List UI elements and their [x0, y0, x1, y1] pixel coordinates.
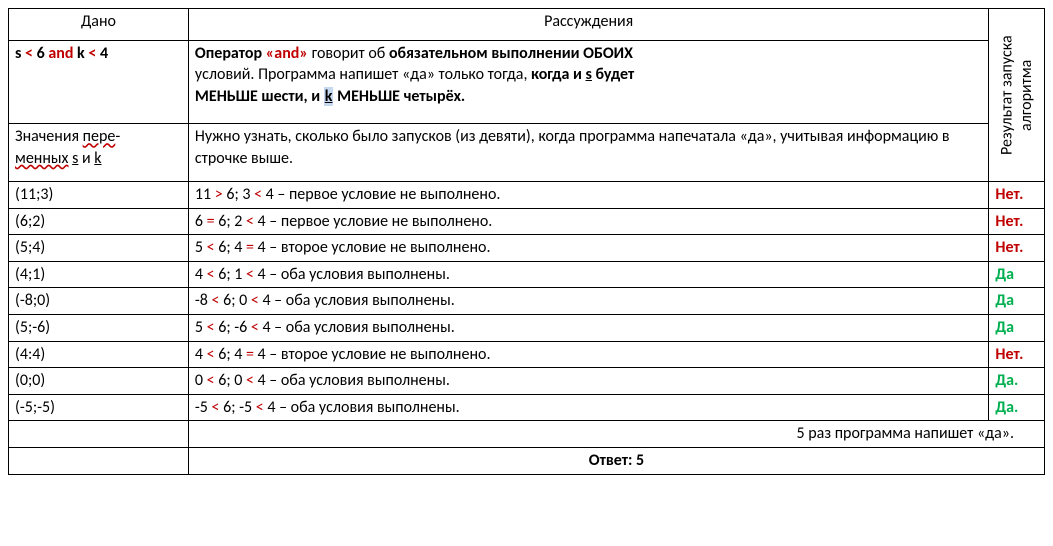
header-result: Результат запуска алгоритма — [989, 9, 1045, 182]
header-reasoning: Рассуждения — [188, 9, 988, 41]
result-cell: Да — [989, 314, 1045, 341]
variables-row: Значения пере- менных s и k Нужно узнать… — [9, 124, 1045, 182]
e1p3: обязательном выполнении ОБОИХ — [389, 44, 633, 63]
e1p5: . Программа напишет «да» только тогда, — [250, 65, 531, 84]
cond-and: and — [48, 44, 73, 63]
pair-cell: (5;4) — [9, 235, 189, 262]
cond-six: 6 — [37, 44, 45, 63]
vlk: k — [94, 149, 101, 168]
summary-text: 5 раз программа напишет «да». — [188, 421, 1044, 448]
e1p7: будет — [592, 65, 634, 84]
reason-cell: -5 < 6; -5 < 4 – оба условия выполнены. — [188, 394, 988, 421]
reason-cell: 6 = 6; 2 < 4 – первое условие не выполне… — [188, 208, 988, 235]
cond-lt2: < — [88, 44, 96, 63]
table-row: (4:4) 4 < 6; 4 = 4 – второе условие не в… — [9, 341, 1045, 368]
e1and: «and» — [266, 44, 308, 63]
pair-cell: (6;2) — [9, 208, 189, 235]
table-row: (-8;0) -8 < 6; 0 < 4 – оба условия выпол… — [9, 288, 1045, 315]
vl1: Значения — [15, 127, 83, 146]
result-cell: Нет. — [989, 182, 1045, 209]
variables-label: Значения пере- менных s и k — [9, 124, 189, 182]
answer-empty — [9, 447, 189, 474]
reason-cell: 5 < 6; 4 = 4 – второе условие не выполне… — [188, 235, 988, 262]
vl3: менных — [15, 149, 68, 168]
reason-cell: 4 < 6; 1 < 4 – оба условия выполнены. — [188, 261, 988, 288]
vl2: пере — [83, 127, 116, 146]
condition-cell: s < 6 and k < 4 — [9, 40, 189, 124]
pair-cell: (11;3) — [9, 182, 189, 209]
reason-cell: 0 < 6; 0 < 4 – оба условия выполнены. — [188, 368, 988, 395]
answer-text: Ответ: 5 — [188, 447, 1044, 474]
reason-cell: 4 < 6; 4 = 4 – второе условие не выполне… — [188, 341, 988, 368]
cond-lt1: < — [25, 44, 33, 63]
pair-cell: (0;0) — [9, 368, 189, 395]
table-row: (5;4) 5 < 6; 4 = 4 – второе условие не в… — [9, 235, 1045, 262]
cond-four: 4 — [100, 44, 108, 63]
e1p9: МЕНЬШЕ четырёх. — [333, 87, 465, 106]
reason-cell: 11 > 6; 3 < 4 – первое условие не выполн… — [188, 182, 988, 209]
reason-cell: -8 < 6; 0 < 4 – оба условия выполнены. — [188, 288, 988, 315]
condition-row: s < 6 and k < 4 Оператор «and» говорит о… — [9, 40, 1045, 124]
result-cell: Да. — [989, 394, 1045, 421]
explanation-1: Оператор «and» говорит об обязательном в… — [188, 40, 988, 124]
result-cell: Да — [989, 261, 1045, 288]
table-row: (4;1) 4 < 6; 1 < 4 – оба условия выполне… — [9, 261, 1045, 288]
table-row: (5;-6) 5 < 6; -6 < 4 – оба условия выпол… — [9, 314, 1045, 341]
result-cell: Да. — [989, 368, 1045, 395]
table-row: (-5;-5) -5 < 6; -5 < 4 – оба условия вып… — [9, 394, 1045, 421]
summary-empty — [9, 421, 189, 448]
vland: и — [78, 149, 94, 168]
reason-cell: 5 < 6; -6 < 4 – оба условия выполнены. — [188, 314, 988, 341]
answer-row: Ответ: 5 — [9, 447, 1045, 474]
e1p1: Оператор — [195, 44, 266, 63]
cond-k: k — [77, 44, 85, 63]
table-row: (6;2) 6 = 6; 2 < 4 – первое условие не в… — [9, 208, 1045, 235]
reasoning-table: Дано Рассуждения Результат запуска алгор… — [8, 8, 1045, 475]
header-dano: Дано — [9, 9, 189, 41]
pair-cell: (4;1) — [9, 261, 189, 288]
pair-cell: (5;-6) — [9, 314, 189, 341]
result-cell: Нет. — [989, 235, 1045, 262]
table-row: (0;0) 0 < 6; 0 < 4 – оба условия выполне… — [9, 368, 1045, 395]
result-cell: Да — [989, 288, 1045, 315]
result-cell: Нет. — [989, 341, 1045, 368]
e1p2: говорит об — [308, 44, 389, 63]
explanation-2: Нужно узнать, сколько было запусков (из … — [188, 124, 988, 182]
pair-cell: (-5;-5) — [9, 394, 189, 421]
e1p8: МЕНЬШЕ шести, и — [195, 87, 324, 106]
pair-cell: (4:4) — [9, 341, 189, 368]
e1p4: условий — [195, 65, 251, 84]
e1p6: когда и — [531, 65, 585, 84]
table-row: (11;3) 11 > 6; 3 < 4 – первое условие не… — [9, 182, 1045, 209]
result-cell: Нет. — [989, 208, 1045, 235]
cond-s: s — [15, 44, 21, 63]
pair-cell: (-8;0) — [9, 288, 189, 315]
summary-row: 5 раз программа напишет «да». — [9, 421, 1045, 448]
table-header-row: Дано Рассуждения Результат запуска алгор… — [9, 9, 1045, 41]
